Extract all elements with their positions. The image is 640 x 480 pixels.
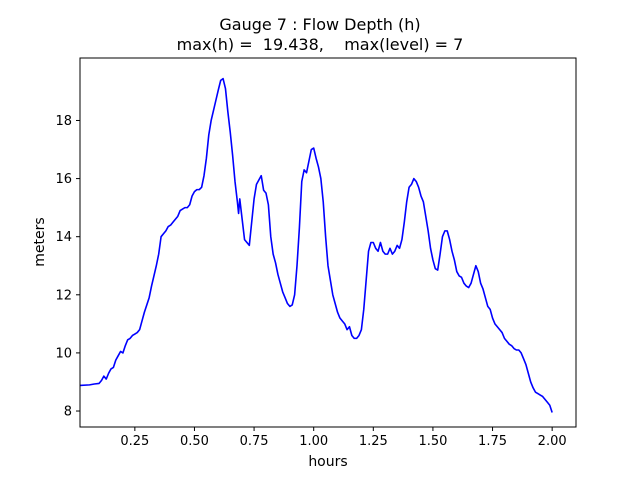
y-tick-label: 14	[55, 230, 72, 245]
x-axis-label: hours	[308, 454, 348, 470]
chart-title: Gauge 7 : Flow Depth (h)	[219, 15, 421, 34]
y-axis-ticks: 8 10 12 14 16 18	[55, 114, 80, 420]
y-tick-label: 18	[55, 114, 72, 129]
chart-subtitle: max(h) = 19.438, max(level) = 7	[176, 35, 464, 54]
x-tick-label: 0.75	[240, 434, 269, 449]
x-tick-label: 0.50	[180, 434, 209, 449]
y-tick-label: 16	[55, 172, 72, 187]
y-tick-label: 12	[55, 288, 72, 303]
series-layer	[79, 77, 553, 413]
x-tick-label: 1.25	[359, 434, 388, 449]
series-line-0	[79, 77, 553, 413]
y-tick-label: 8	[64, 405, 72, 420]
x-tick-label: 0.25	[120, 434, 149, 449]
x-tick-label: 2.00	[538, 434, 567, 449]
y-axis-label: meters	[32, 217, 48, 267]
x-tick-label: 1.00	[299, 434, 328, 449]
x-tick-label: 1.50	[418, 434, 447, 449]
axes-frame	[79, 57, 577, 428]
x-axis-ticks: 0.25 0.50 0.75 1.00 1.25 1.50 1.75 2.00	[120, 427, 567, 449]
y-tick-label: 10	[55, 346, 72, 361]
x-tick-label: 1.75	[478, 434, 507, 449]
